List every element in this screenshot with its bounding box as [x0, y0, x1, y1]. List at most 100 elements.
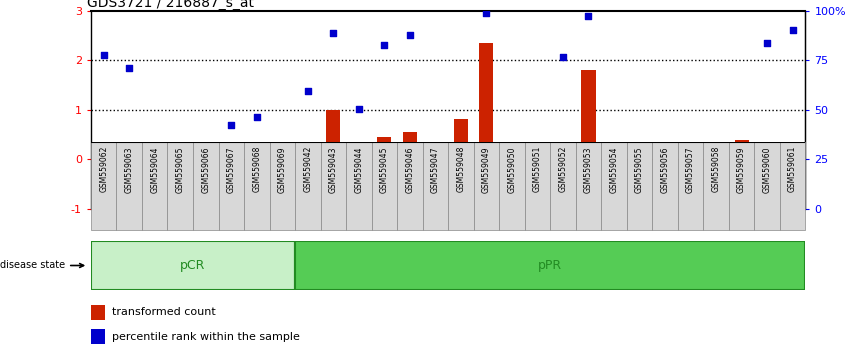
Text: pPR: pPR — [538, 259, 562, 272]
Text: GSM559064: GSM559064 — [150, 146, 159, 193]
Text: GSM559067: GSM559067 — [227, 146, 236, 193]
FancyBboxPatch shape — [320, 142, 346, 230]
Bar — [683, 159, 698, 175]
Bar — [352, 155, 365, 159]
Bar — [91, 329, 106, 344]
FancyBboxPatch shape — [678, 142, 703, 230]
Bar — [122, 159, 136, 163]
FancyBboxPatch shape — [780, 142, 805, 230]
FancyBboxPatch shape — [754, 142, 780, 230]
Bar — [734, 141, 748, 159]
Bar — [378, 137, 391, 159]
Text: GSM559052: GSM559052 — [559, 146, 567, 193]
Text: GSM559049: GSM559049 — [482, 146, 491, 193]
Bar — [607, 145, 621, 159]
Bar — [173, 159, 187, 192]
Text: disease state: disease state — [0, 261, 83, 270]
FancyBboxPatch shape — [729, 142, 754, 230]
Text: GSM559048: GSM559048 — [456, 146, 465, 193]
Text: transformed count: transformed count — [113, 307, 216, 317]
Text: GSM559042: GSM559042 — [303, 146, 313, 193]
Bar — [581, 70, 596, 159]
Bar — [301, 143, 315, 159]
Bar — [249, 159, 264, 165]
Text: GSM559047: GSM559047 — [431, 146, 440, 193]
Bar — [97, 150, 111, 159]
Bar — [505, 159, 519, 187]
FancyBboxPatch shape — [91, 241, 295, 290]
Text: GSM559045: GSM559045 — [380, 146, 389, 193]
Point — [224, 122, 238, 127]
Bar — [556, 143, 570, 159]
Bar — [632, 159, 647, 165]
Bar — [148, 152, 162, 159]
Text: GSM559050: GSM559050 — [507, 146, 516, 193]
FancyBboxPatch shape — [269, 142, 295, 230]
Bar — [403, 132, 417, 159]
FancyBboxPatch shape — [652, 142, 678, 230]
Text: GSM559065: GSM559065 — [176, 146, 184, 193]
Bar — [275, 159, 289, 162]
FancyBboxPatch shape — [525, 142, 550, 230]
Point — [785, 28, 799, 33]
FancyBboxPatch shape — [474, 142, 499, 230]
Bar — [785, 159, 799, 168]
FancyBboxPatch shape — [550, 142, 576, 230]
Text: GSM559061: GSM559061 — [788, 146, 797, 193]
Text: GSM559043: GSM559043 — [329, 146, 338, 193]
Text: GSM559069: GSM559069 — [278, 146, 287, 193]
FancyBboxPatch shape — [244, 142, 269, 230]
Text: GSM559068: GSM559068 — [252, 146, 262, 193]
Text: GSM559060: GSM559060 — [763, 146, 772, 193]
Text: GSM559053: GSM559053 — [584, 146, 593, 193]
Point — [122, 65, 136, 70]
Text: GSM559056: GSM559056 — [661, 146, 669, 193]
FancyBboxPatch shape — [499, 142, 525, 230]
FancyBboxPatch shape — [372, 142, 397, 230]
FancyBboxPatch shape — [295, 142, 320, 230]
Bar — [198, 159, 213, 162]
Point — [403, 33, 417, 38]
FancyBboxPatch shape — [218, 142, 244, 230]
Text: percentile rank within the sample: percentile rank within the sample — [113, 332, 301, 342]
Bar — [531, 159, 545, 195]
FancyBboxPatch shape — [627, 142, 652, 230]
FancyBboxPatch shape — [576, 142, 601, 230]
Text: GSM559058: GSM559058 — [712, 146, 721, 193]
FancyBboxPatch shape — [397, 142, 423, 230]
Point — [556, 54, 570, 59]
Text: GSM559046: GSM559046 — [405, 146, 414, 193]
FancyBboxPatch shape — [193, 142, 218, 230]
Point — [250, 114, 264, 120]
Bar — [454, 119, 468, 159]
Text: GSM559051: GSM559051 — [533, 146, 542, 193]
Bar — [480, 43, 494, 159]
FancyBboxPatch shape — [295, 241, 805, 290]
Text: GDS3721 / 216887_s_at: GDS3721 / 216887_s_at — [87, 0, 255, 10]
Text: GSM559063: GSM559063 — [125, 146, 133, 193]
Text: GSM559066: GSM559066 — [201, 146, 210, 193]
FancyBboxPatch shape — [142, 142, 167, 230]
Bar — [658, 159, 672, 177]
Bar — [91, 305, 106, 320]
Bar — [224, 159, 238, 162]
Point — [97, 52, 111, 58]
Text: pCR: pCR — [180, 259, 206, 272]
Bar — [429, 159, 443, 167]
FancyBboxPatch shape — [116, 142, 142, 230]
Bar — [709, 159, 723, 162]
Bar — [760, 159, 774, 168]
Text: GSM559055: GSM559055 — [635, 146, 644, 193]
FancyBboxPatch shape — [346, 142, 372, 230]
Point — [301, 88, 314, 94]
FancyBboxPatch shape — [703, 142, 729, 230]
FancyBboxPatch shape — [91, 142, 116, 230]
FancyBboxPatch shape — [601, 142, 627, 230]
Text: GSM559062: GSM559062 — [100, 146, 108, 193]
Point — [326, 30, 340, 36]
Point — [480, 10, 494, 16]
FancyBboxPatch shape — [167, 142, 193, 230]
Point — [378, 42, 391, 48]
Point — [582, 13, 596, 18]
Text: GSM559059: GSM559059 — [737, 146, 746, 193]
